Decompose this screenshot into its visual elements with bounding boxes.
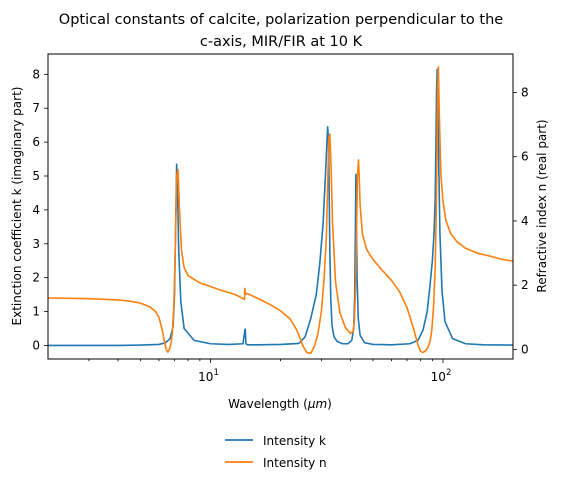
y-left-tick-label: 1 (32, 305, 40, 319)
y-left-tick-label: 2 (32, 271, 40, 285)
y-left-tick-label: 8 (32, 67, 40, 81)
x-axis-label-suffix: ) (327, 397, 332, 411)
x-tick-label-exponent: 2 (446, 368, 451, 378)
legend: Intensity k Intensity n (225, 434, 327, 470)
y-right-tick-label: 6 (521, 150, 529, 164)
y-left-tick-label: 5 (32, 169, 40, 183)
y-right-tick-label: 0 (521, 342, 529, 356)
chart-title: Optical constants of calcite, polarizati… (59, 12, 504, 50)
x-axis-label: Wavelength (μm) (228, 397, 332, 411)
series-lines (47, 66, 514, 355)
x-tick-label: 101 (198, 368, 219, 384)
chart-title-line-1: Optical constants of calcite, polarizati… (59, 12, 504, 28)
y-right-tick-label: 4 (521, 214, 529, 228)
y-right-tick-label: 8 (521, 86, 529, 100)
y-right-tick-label: 2 (521, 278, 529, 292)
series-n-line (47, 66, 514, 355)
chart-title-line-2: c-axis, MIR/FIR at 10 K (200, 34, 363, 50)
y-axis-label-left: Extinction coefficient k (imaginary part… (10, 87, 24, 326)
y-axis-label-right: Refractive index n (real part) (535, 119, 549, 292)
y-left-tick-label: 0 (32, 338, 40, 352)
x-tick-label-exponent: 1 (213, 368, 218, 378)
x-tick-label-base: 10 (198, 370, 213, 384)
y-left-tick-label: 7 (32, 101, 40, 115)
legend-label-k: Intensity k (263, 434, 326, 448)
y-left-tick-label: 6 (32, 135, 40, 149)
y-left-tick-label: 3 (32, 237, 40, 251)
x-axis-label-unit: μm (307, 397, 327, 411)
x-tick-label-base: 10 (431, 370, 446, 384)
x-axis-label-prefix: Wavelength ( (228, 397, 308, 411)
series-k-line (48, 68, 514, 347)
legend-label-n: Intensity n (263, 456, 327, 470)
y-left-tick-label: 4 (32, 203, 40, 217)
x-tick-label: 102 (431, 368, 452, 384)
plot-frame (47, 53, 514, 360)
